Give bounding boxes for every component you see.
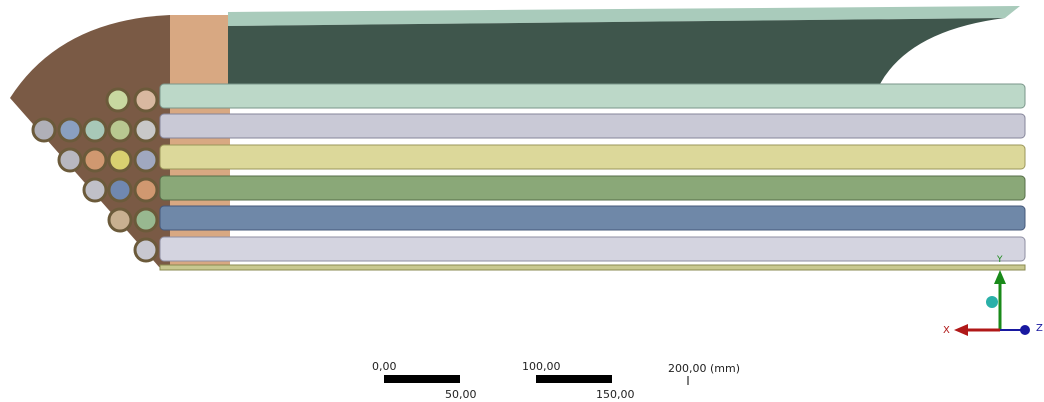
tube: [160, 176, 1025, 200]
scale-bar: 0,00 50,00 100,00 150,00 200,00 (mm): [372, 360, 740, 401]
scale-segment: [384, 375, 460, 383]
scale-label: 150,00: [596, 388, 635, 401]
triad-sphere: [986, 296, 998, 308]
viewport: 0,00 50,00 100,00 150,00 200,00 (mm) Y X…: [0, 0, 1044, 402]
bottom-plate: [160, 265, 1025, 270]
scale-label: 50,00: [445, 388, 477, 401]
y-arrow-head: [994, 270, 1006, 284]
y-label: Y: [996, 255, 1003, 265]
z-label: Z: [1036, 323, 1043, 334]
x-label: X: [943, 325, 950, 336]
model: [10, 6, 1025, 270]
tubes: [160, 84, 1025, 261]
shell-body: [228, 18, 1005, 86]
tube-sheet: [170, 15, 230, 270]
z-axis-dot: [1020, 325, 1030, 335]
scale-label: 100,00: [522, 360, 561, 373]
tube: [160, 206, 1025, 230]
tube: [160, 145, 1025, 169]
tube: [160, 84, 1025, 108]
x-arrow-head: [954, 324, 968, 336]
scale-segment: [536, 375, 612, 383]
scale-label: 0,00: [372, 360, 397, 373]
tube: [160, 114, 1025, 138]
tube: [160, 237, 1025, 261]
scale-label: 200,00 (mm): [668, 362, 740, 375]
